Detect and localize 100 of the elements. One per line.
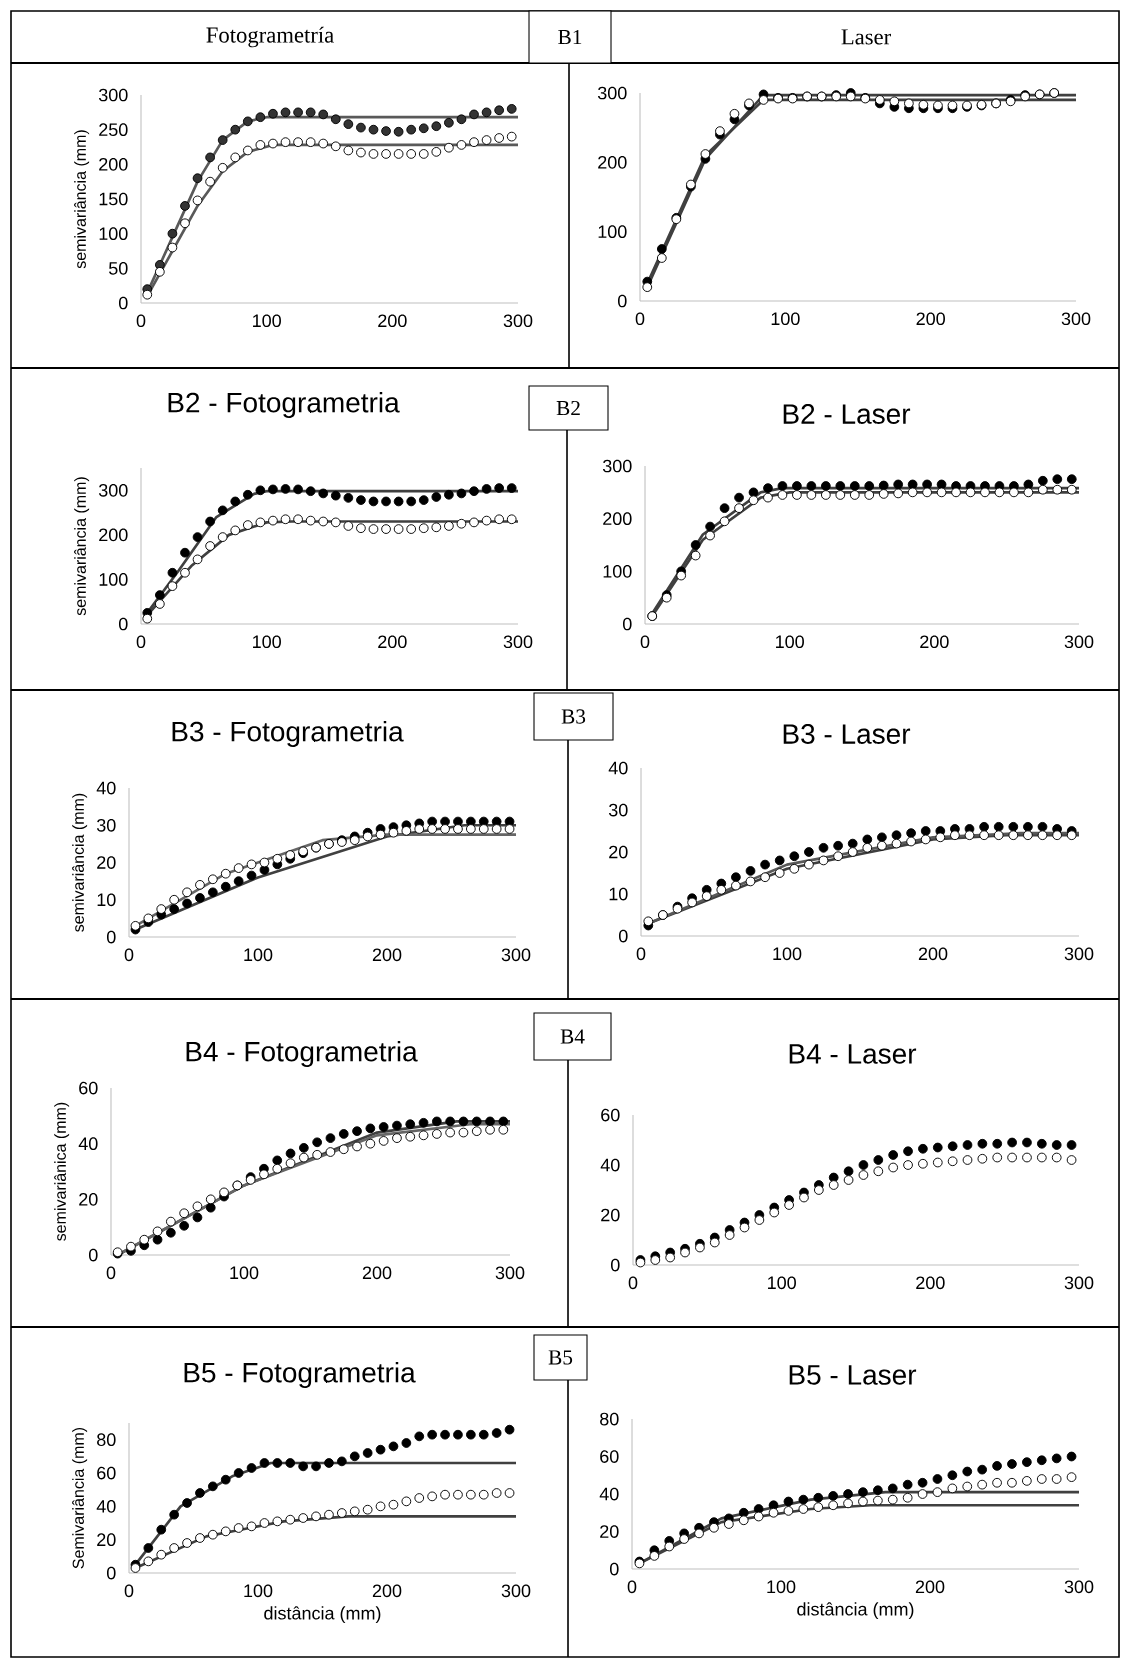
x-tick-label: 200 [378, 314, 407, 328]
chart-title: B5 - Fotogrametria [184, 1361, 416, 1389]
y-tick-label: 300 [98, 88, 128, 102]
y-tick-label: 40 [96, 781, 116, 795]
y-tick-label: 100 [99, 573, 128, 586]
y-tick-label: 100 [603, 564, 632, 578]
y-tick-label: 30 [608, 803, 628, 817]
text: B5 [548, 1350, 573, 1365]
text: B3 [561, 709, 586, 724]
y-tick-label: 40 [78, 1137, 98, 1151]
x-tick-label: 300 [495, 1266, 525, 1280]
x-tick-label: 200 [378, 635, 407, 649]
y-tick-label: 150 [99, 192, 128, 206]
x-tick-label: 200 [362, 1266, 392, 1280]
y-tick-label: 60 [79, 1081, 98, 1095]
y-tick-label: 50 [108, 261, 128, 275]
text: B2 [556, 400, 580, 416]
y-tick-label: 0 [88, 1248, 98, 1262]
y-axis-title: semivariância (mm) [74, 477, 90, 616]
y-tick-label: 300 [597, 86, 627, 100]
x-tick-label: 300 [503, 635, 533, 649]
x-tick-label: 300 [1064, 1276, 1094, 1290]
x-tick-label: 300 [501, 1584, 531, 1598]
y-tick-label: 20 [609, 845, 628, 859]
chart-title: B3 - Fotogrametria [172, 720, 404, 748]
y-tick-label: 20 [79, 1192, 98, 1206]
y-tick-label: 300 [602, 459, 632, 473]
y-axis-title: semivariânica (mm) [54, 1102, 70, 1241]
x-tick-label: 100 [244, 948, 273, 962]
x-tick-label: 300 [1061, 312, 1091, 326]
y-tick-label: 20 [97, 1533, 116, 1547]
chart-title: B3 - Laser [783, 724, 911, 744]
x-tick-label: 200 [372, 1584, 402, 1598]
y-tick-label: 0 [106, 1566, 116, 1580]
y-tick-label: 40 [96, 1499, 116, 1513]
y-tick-label: 0 [610, 1562, 619, 1576]
x-tick-label: 100 [771, 312, 800, 326]
y-tick-label: 250 [99, 123, 128, 137]
y-tick-label: 200 [598, 155, 627, 169]
x-tick-label: 100 [253, 314, 281, 328]
x-tick-label: 200 [918, 947, 948, 961]
y-tick-label: 100 [99, 227, 128, 241]
y-tick-label: 100 [598, 225, 627, 239]
x-tick-label: 200 [916, 1276, 945, 1290]
y-axis-title: semivariância (mm) [74, 130, 90, 269]
x-tick-label: 0 [136, 635, 146, 649]
y-axis-title: semivariância (mm) [72, 793, 88, 932]
x-tick-label: 300 [503, 314, 533, 328]
chart-title: B4 - Laser [789, 1044, 917, 1064]
x-tick-label: 200 [916, 312, 945, 326]
x-tick-label: 300 [1064, 947, 1094, 961]
x-tick-label: 0 [136, 314, 146, 328]
y-tick-label: 20 [600, 1525, 619, 1538]
chart-title: Laser [841, 29, 891, 45]
x-axis-title: distância (mm) [797, 1602, 914, 1620]
y-tick-label: 0 [106, 930, 116, 944]
x-tick-label: 200 [920, 635, 949, 649]
y-tick-label: 40 [599, 1487, 619, 1501]
y-tick-label: 40 [600, 1158, 620, 1172]
x-tick-label: 100 [768, 1276, 796, 1290]
x-tick-label: 100 [230, 1266, 259, 1280]
x-tick-label: 100 [253, 635, 281, 649]
y-tick-label: 10 [609, 887, 628, 901]
x-tick-label: 100 [244, 1584, 273, 1598]
chart-title: B2 - Fotogrametria [168, 391, 400, 419]
y-tick-label: 0 [619, 929, 628, 943]
y-tick-label: 0 [118, 617, 128, 631]
y-tick-label: 40 [608, 761, 628, 775]
y-tick-label: 20 [97, 856, 116, 869]
text: B4 [560, 1029, 585, 1044]
x-tick-label: 200 [372, 948, 402, 962]
chart-title: B4 - Fotogrametria [186, 1040, 418, 1068]
chart-title: B5 - Laser [789, 1365, 917, 1385]
x-tick-label: 200 [915, 1580, 945, 1594]
chart-title: Fotogrametría [206, 26, 334, 48]
chart-title: B2 - Laser [783, 404, 911, 424]
y-tick-label: 300 [98, 483, 128, 497]
y-axis-title: Semivariância (mm) [72, 1427, 88, 1569]
y-tick-label: 80 [600, 1412, 619, 1426]
y-tick-label: 60 [600, 1450, 619, 1463]
y-tick-label: 20 [601, 1208, 620, 1222]
y-tick-label: 0 [618, 294, 627, 308]
y-tick-label: 10 [97, 893, 116, 907]
y-tick-label: 200 [603, 512, 632, 526]
x-tick-label: 0 [635, 312, 645, 326]
x-tick-label: 0 [640, 635, 650, 649]
y-tick-label: 60 [97, 1466, 116, 1480]
y-tick-label: 0 [118, 296, 128, 310]
text: B1 [558, 29, 582, 45]
y-tick-label: 80 [97, 1433, 116, 1447]
y-tick-label: 200 [99, 157, 128, 171]
x-axis-title: distância (mm) [264, 1606, 381, 1624]
x-tick-label: 300 [1064, 1580, 1094, 1594]
y-tick-label: 30 [96, 818, 116, 832]
x-tick-label: 0 [636, 947, 646, 961]
x-tick-label: 100 [776, 635, 804, 649]
x-tick-label: 100 [767, 1580, 796, 1594]
x-tick-label: 100 [773, 947, 802, 961]
x-tick-label: 300 [501, 948, 531, 962]
x-tick-label: 300 [1064, 635, 1094, 649]
